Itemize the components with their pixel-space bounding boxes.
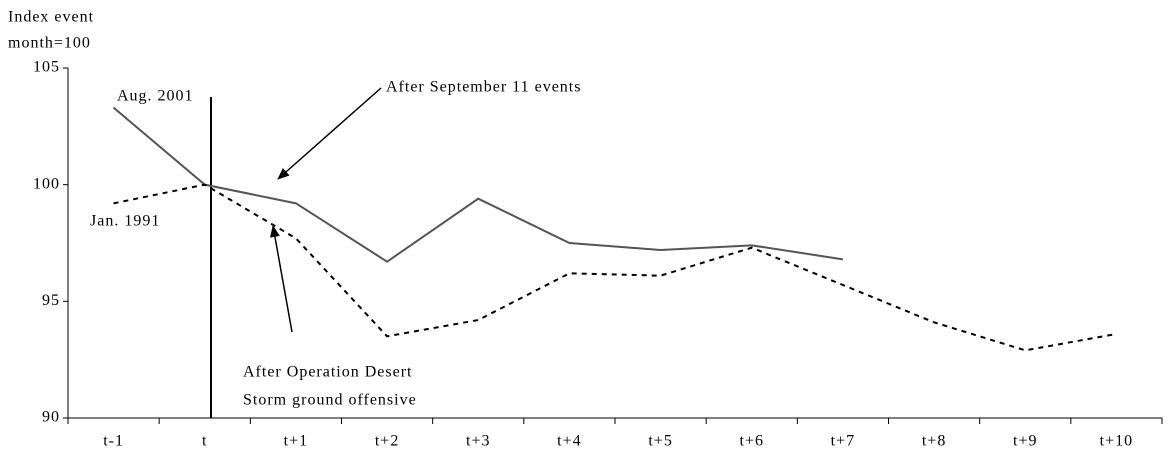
x-tick-label: t-1 <box>103 433 124 450</box>
annotation: After Operation Desert <box>243 364 413 381</box>
x-tick-label: t+3 <box>466 433 490 450</box>
arrow <box>270 225 293 333</box>
y-tick-label: 95 <box>42 292 60 309</box>
y-axis-label: Index event <box>8 9 94 26</box>
annotation: After September 11 events <box>386 79 581 96</box>
x-tick-label: t+7 <box>831 433 855 450</box>
series-line <box>112 106 844 263</box>
x-tick-label: t+10 <box>1100 433 1133 450</box>
arrow <box>277 87 382 180</box>
x-tick-label: t+2 <box>375 433 399 450</box>
x-tick-label: t+4 <box>557 433 581 450</box>
x-tick-label: t+1 <box>284 433 308 450</box>
series-line <box>113 183 1117 352</box>
x-tick-label: t <box>202 433 207 450</box>
x-tick-label: t+6 <box>740 433 764 450</box>
x-tick-label: t+5 <box>648 433 672 450</box>
y-tick-label: 90 <box>42 409 60 426</box>
y-tick-label: 100 <box>33 175 60 192</box>
x-tick-label: t+8 <box>922 433 946 450</box>
x-tick-label: t+9 <box>1013 433 1037 450</box>
y-axis-label: month=100 <box>8 35 91 52</box>
series-label: Aug. 2001 <box>117 88 194 105</box>
annotation: Storm ground offensive <box>243 392 417 409</box>
series-label: Jan. 1991 <box>90 213 160 230</box>
y-tick-label: 105 <box>33 59 60 76</box>
